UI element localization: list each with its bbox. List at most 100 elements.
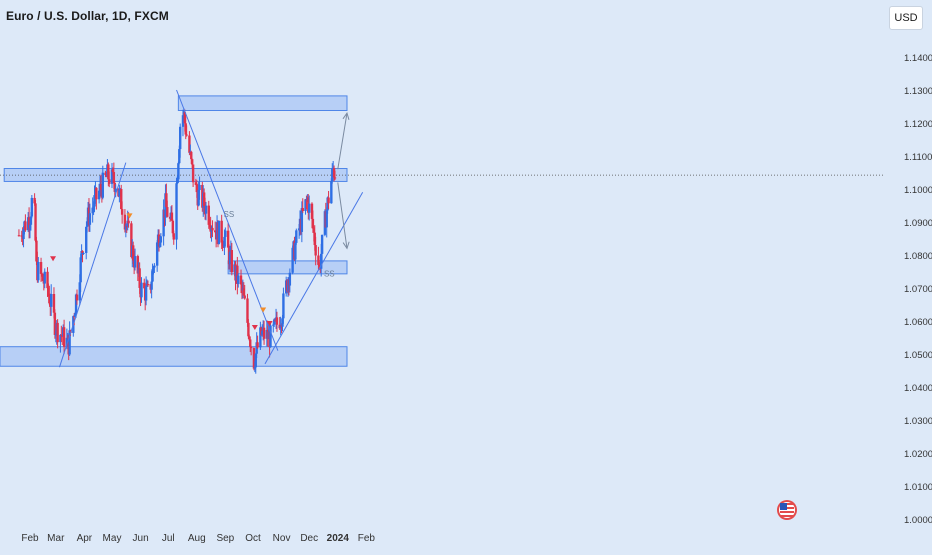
candle-body: [46, 271, 49, 289]
markers-layer: SS SS: [50, 210, 335, 330]
x-tick-label: Feb: [21, 533, 39, 544]
candle-body: [195, 184, 198, 193]
y-tick-label: 1.11000: [904, 152, 932, 163]
candle-body: [254, 353, 257, 368]
candle-body: [300, 208, 304, 232]
candle-body: [133, 256, 137, 268]
candle-body: [159, 236, 163, 243]
x-tick-label: Oct: [245, 533, 261, 544]
candle-body: [33, 197, 36, 204]
candle-body: [62, 327, 66, 347]
candle-body: [311, 218, 315, 229]
candle-body: [175, 183, 178, 240]
candle-body: [312, 228, 316, 233]
candle-body: [246, 298, 249, 323]
candle-body: [30, 197, 34, 217]
candle-body: [82, 252, 85, 254]
candle-body: [79, 257, 82, 283]
zone-resistance: [177, 95, 348, 112]
candle-body: [317, 255, 320, 265]
candle-body: [279, 325, 282, 329]
candle-body: [183, 112, 187, 124]
candle-body: [101, 172, 104, 198]
x-tick-label: Jun: [133, 533, 149, 544]
candle-body: [314, 245, 317, 256]
y-axis: 1.14000 1.13000 1.12000 1.11000 1.10000 1.090…: [904, 53, 932, 526]
x-tick-label: Jul: [162, 533, 175, 544]
candle-body: [239, 275, 243, 285]
candle-body: [282, 293, 285, 319]
candle-body: [313, 232, 316, 246]
y-tick-label: 1.02000: [904, 449, 932, 460]
y-tick-label: 1.10000: [904, 185, 932, 196]
projection-arrow-1: [337, 113, 348, 170]
candle-body: [107, 164, 110, 180]
candle-body: [204, 205, 208, 214]
candle-body: [35, 240, 38, 262]
candle-body: [120, 188, 123, 210]
candle-body: [81, 251, 84, 253]
candle-body: [20, 235, 23, 237]
candle-body: [125, 225, 128, 227]
candle-body: [259, 327, 262, 348]
candle-body: [217, 220, 221, 245]
candle-body: [325, 210, 328, 228]
candle-body: [56, 322, 59, 343]
candle-body: [181, 115, 185, 127]
candle-body: [319, 253, 323, 269]
candle-body: [291, 247, 294, 273]
candle-body: [138, 268, 141, 288]
candle-body: [155, 242, 159, 266]
candle-body: [260, 327, 263, 335]
y-tick-label: 1.12000: [904, 119, 932, 130]
candle-body: [272, 319, 276, 325]
y-tick-label: 1.09000: [904, 218, 932, 229]
signal-marker: [266, 320, 273, 326]
candle-body: [27, 217, 31, 229]
candle-body: [261, 331, 264, 335]
candle-body: [247, 322, 250, 337]
candle-body: [249, 339, 252, 347]
candle-body: [75, 294, 79, 301]
candle-body: [104, 172, 107, 176]
candle-body: [333, 177, 337, 179]
candle-body: [29, 216, 33, 225]
candle-body: [281, 318, 284, 327]
candle-body: [28, 224, 32, 229]
candle-body: [166, 207, 169, 217]
candle-body: [177, 163, 180, 180]
candle-body: [73, 313, 77, 317]
candle-body: [269, 325, 272, 348]
candle-body: [262, 327, 266, 339]
candle-body: [49, 294, 53, 307]
x-tick-label: Mar: [47, 533, 65, 544]
candle-body: [59, 334, 62, 343]
candle-body: [132, 245, 135, 261]
candle-body: [92, 206, 95, 208]
candle-body: [301, 208, 304, 212]
candle-body: [223, 236, 226, 248]
x-tick-label: Dec: [300, 533, 318, 544]
candle-body: [108, 179, 111, 184]
candle-body: [310, 203, 314, 219]
signal-marker: [251, 324, 258, 330]
candle-body: [272, 324, 275, 326]
candle-body: [53, 312, 57, 335]
candle-body: [331, 168, 334, 182]
candle-body: [118, 189, 121, 197]
y-tick-label: 1.07000: [904, 284, 932, 295]
candle-body: [228, 251, 232, 265]
candle-body: [158, 242, 162, 247]
candle-body: [152, 267, 155, 270]
candle-body: [127, 220, 130, 224]
ss-label: SS: [224, 210, 235, 219]
currency-button[interactable]: USD: [889, 6, 923, 30]
candle-body: [120, 209, 124, 215]
candle-body: [136, 256, 140, 274]
trendline-3: [264, 192, 364, 365]
candle-body: [207, 205, 210, 225]
zone-demand: [0, 346, 348, 367]
candle-body: [47, 288, 50, 294]
